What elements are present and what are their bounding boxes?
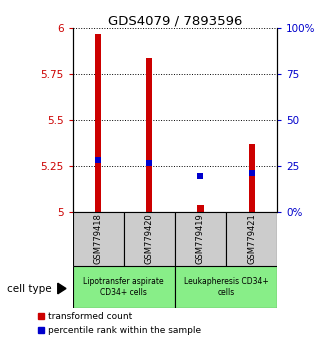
Legend: transformed count, percentile rank within the sample: transformed count, percentile rank withi…	[38, 313, 202, 335]
Text: Leukapheresis CD34+
cells: Leukapheresis CD34+ cells	[184, 277, 268, 297]
Text: GSM779421: GSM779421	[247, 213, 256, 264]
Bar	[146, 58, 152, 212]
Bar	[73, 212, 124, 266]
Bar	[175, 266, 277, 308]
Bar	[124, 212, 175, 266]
Text: cell type: cell type	[7, 284, 51, 293]
Text: GSM779419: GSM779419	[196, 213, 205, 264]
Text: Lipotransfer aspirate
CD34+ cells: Lipotransfer aspirate CD34+ cells	[83, 277, 164, 297]
Bar	[95, 34, 101, 212]
Title: GDS4079 / 7893596: GDS4079 / 7893596	[108, 14, 242, 27]
Bar	[248, 144, 255, 212]
Bar	[175, 212, 226, 266]
Text: GSM779418: GSM779418	[94, 213, 103, 264]
Bar	[226, 212, 277, 266]
Bar	[197, 205, 204, 212]
Text: GSM779420: GSM779420	[145, 213, 154, 264]
Bar	[73, 266, 175, 308]
